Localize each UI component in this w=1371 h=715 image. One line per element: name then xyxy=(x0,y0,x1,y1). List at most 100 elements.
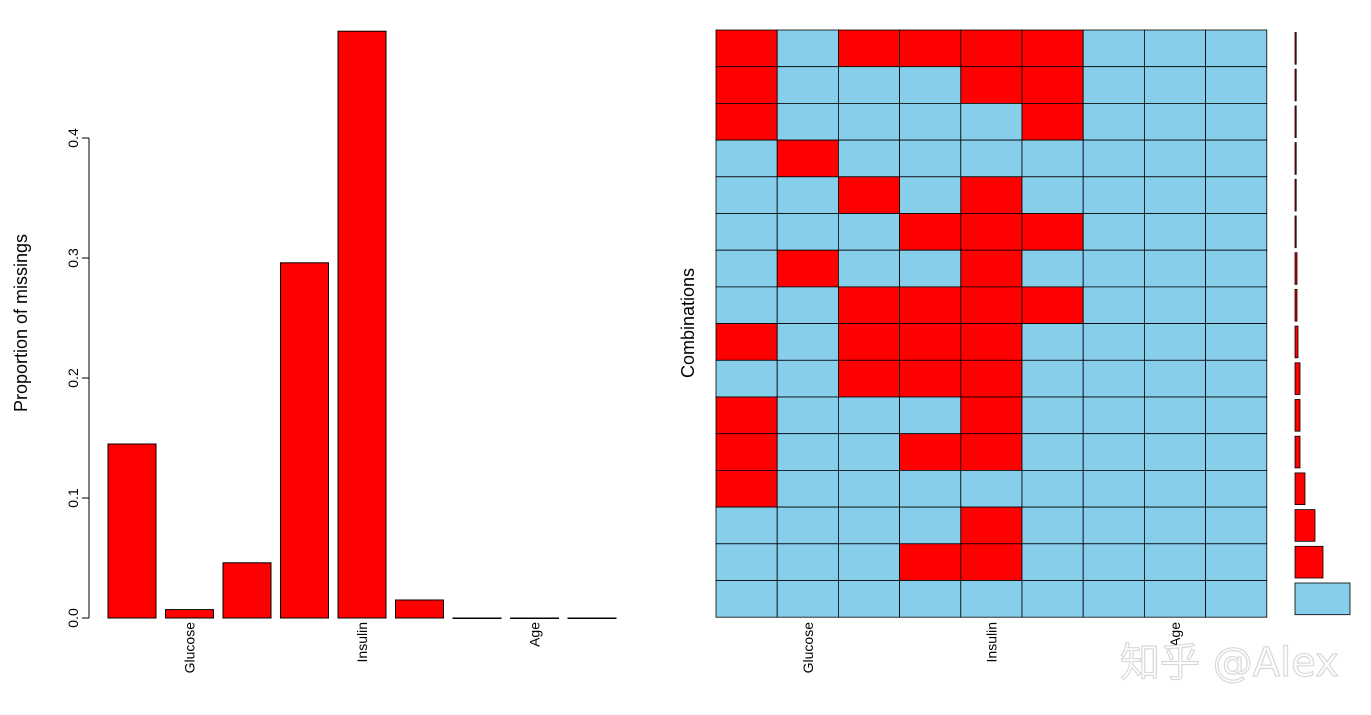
grid-cell xyxy=(776,433,839,471)
frequency-bar xyxy=(1294,252,1298,285)
grid-cell xyxy=(899,176,962,214)
y-tick-label: 0.4 xyxy=(65,128,81,148)
grid-cell xyxy=(1144,29,1207,68)
grid-cell xyxy=(715,433,778,471)
grid-cell xyxy=(776,543,839,581)
grid-cell xyxy=(960,433,1023,471)
grid-cell xyxy=(1021,506,1084,545)
grid-cell xyxy=(1021,469,1084,508)
grid-cell xyxy=(960,469,1023,508)
grid-cell xyxy=(899,103,962,141)
grid-cell xyxy=(715,29,778,68)
grid-cell xyxy=(838,213,901,251)
grid-cell xyxy=(1205,359,1268,398)
grid-cell xyxy=(1082,396,1145,435)
grid-cell xyxy=(715,176,778,214)
grid-cell xyxy=(1144,396,1207,435)
grid-cell xyxy=(899,139,962,178)
y-axis: 0.0 0.1 0.2 0.3 0.4 xyxy=(65,128,90,628)
grid-cell xyxy=(715,543,778,581)
grid-cell xyxy=(838,323,901,361)
grid-cell xyxy=(838,359,901,398)
grid-cell xyxy=(899,286,962,324)
frequency-bar xyxy=(1294,509,1316,542)
grid-cell xyxy=(776,359,839,398)
grid-cell xyxy=(715,66,778,104)
grid-cell xyxy=(1144,213,1207,251)
y-tick-label: 0.3 xyxy=(65,248,81,268)
bar-pregnancies xyxy=(107,443,157,619)
x-tick-labels: Glucose Insulin Age xyxy=(800,622,1183,674)
grid-cell xyxy=(960,176,1023,214)
grid-cell xyxy=(899,213,962,251)
x-tick-labels: Glucose Insulin Age xyxy=(182,622,543,674)
grid-cell xyxy=(776,213,839,251)
grid-cell xyxy=(1021,103,1084,141)
grid-cell xyxy=(1144,506,1207,545)
grid-cell xyxy=(960,506,1023,545)
grid-cell xyxy=(715,469,778,508)
grid-cell xyxy=(838,543,901,581)
y-axis-title: Combinations xyxy=(678,268,698,378)
grid-cell xyxy=(1021,66,1084,104)
grid-cell xyxy=(960,580,1023,618)
grid-cell xyxy=(1144,139,1207,178)
x-tick-label-insulin: Insulin xyxy=(983,622,999,662)
grid-cell xyxy=(899,543,962,581)
y-tick-label: 0.2 xyxy=(65,368,81,388)
y-tick-label: 0.0 xyxy=(65,608,81,628)
x-tick-label-age: Age xyxy=(1167,622,1183,647)
grid-cell xyxy=(1021,359,1084,398)
grid-cell xyxy=(960,213,1023,251)
grid-cell xyxy=(960,139,1023,178)
grid-cell xyxy=(1144,580,1207,618)
grid-cell xyxy=(960,359,1023,398)
grid-cell xyxy=(960,249,1023,288)
grid-cell xyxy=(1205,29,1268,68)
x-tick-label-glucose: Glucose xyxy=(182,622,198,674)
grid-cell xyxy=(1021,433,1084,471)
grid-cell xyxy=(715,139,778,178)
grid-cell xyxy=(1082,29,1145,68)
grid-cell xyxy=(1205,506,1268,545)
grid-cell xyxy=(1205,139,1268,178)
grid-cell xyxy=(715,359,778,398)
combinations-chart: Glucose Insulin Age Combinations xyxy=(678,29,1351,674)
grid-cell xyxy=(899,469,962,508)
grid-cell xyxy=(776,139,839,178)
grid-cell xyxy=(1205,103,1268,141)
grid-cell xyxy=(1082,66,1145,104)
grid-cell xyxy=(1205,323,1268,361)
grid-cell xyxy=(1144,433,1207,471)
bar-glucose xyxy=(165,609,214,619)
grid-cell xyxy=(899,506,962,545)
grid-cell xyxy=(776,323,839,361)
grid-cell xyxy=(1082,139,1145,178)
watermark-text: 知乎 @Alex xyxy=(1120,640,1339,686)
grid-cell xyxy=(899,29,962,68)
grid-cell xyxy=(715,103,778,141)
grid-cell xyxy=(1082,249,1145,288)
grid-cell xyxy=(1082,506,1145,545)
bar-bmi xyxy=(395,599,444,619)
grid-cell xyxy=(715,286,778,324)
grid-cell xyxy=(838,29,901,68)
x-tick-label-age: Age xyxy=(527,622,543,647)
grid-cell xyxy=(960,286,1023,324)
grid-cell xyxy=(899,396,962,435)
grid-cell xyxy=(1082,213,1145,251)
grid-cell xyxy=(1082,469,1145,508)
grid-cell xyxy=(776,29,839,68)
grid-cell xyxy=(1082,176,1145,214)
grid-cell xyxy=(776,469,839,508)
frequency-bar xyxy=(1294,362,1301,395)
x-tick-label-glucose: Glucose xyxy=(800,622,816,674)
grid-cell xyxy=(838,469,901,508)
grid-cell xyxy=(1205,66,1268,104)
grid-cell xyxy=(1021,139,1084,178)
frequency-bar xyxy=(1294,545,1324,579)
bar-bloodpressure xyxy=(222,562,272,619)
grid-cell xyxy=(899,580,962,618)
grid-cell xyxy=(1082,433,1145,471)
grid-cell xyxy=(838,66,901,104)
